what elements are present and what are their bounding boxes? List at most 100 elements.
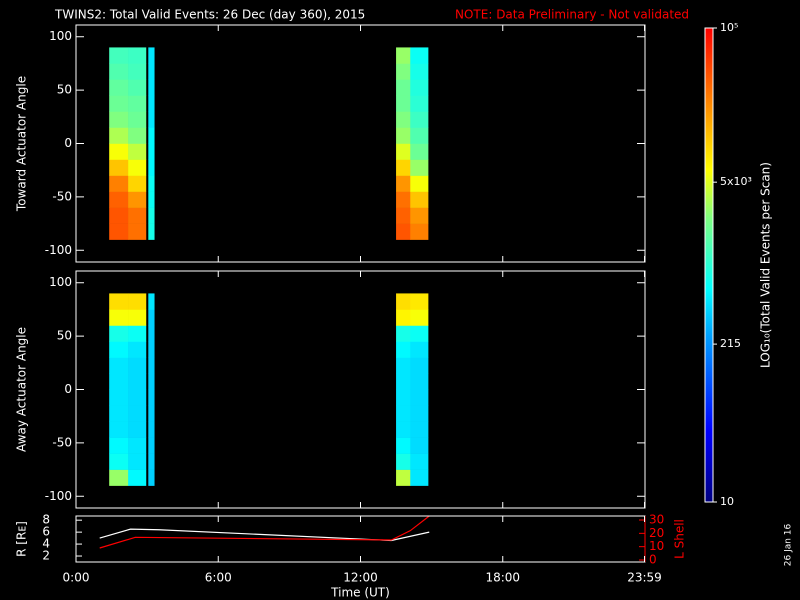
heatmap-cell — [410, 47, 429, 64]
heatmap-cell — [410, 63, 429, 80]
colorbar-tick-label: 5x10³ — [720, 175, 752, 188]
heatmap-cell — [109, 47, 129, 64]
heatmap-cell — [128, 373, 147, 390]
heatmap-cell — [410, 143, 429, 160]
y2-tick-label: 30 — [649, 513, 664, 527]
heatmap-cell — [128, 47, 147, 64]
heatmap-cell — [128, 293, 147, 310]
heatmap-cell — [128, 143, 147, 160]
heatmap-cell — [410, 293, 429, 310]
x-axis-label: Time (UT) — [330, 586, 390, 600]
heatmap-cell — [128, 357, 147, 374]
heatmap-cell — [109, 421, 129, 438]
data-line — [99, 516, 430, 549]
panel-frame — [75, 24, 646, 263]
y-axis-label: Toward Actuator Angle — [15, 76, 29, 212]
heatmap-cell — [410, 191, 429, 208]
heatmap-cell — [109, 405, 129, 422]
x-tick-label: 6:00 — [205, 571, 232, 585]
heatmap-cell — [396, 325, 411, 342]
y-tick-label: -100 — [45, 243, 72, 257]
y-tick-label: 6 — [42, 525, 50, 539]
y-tick-label: 100 — [49, 275, 72, 289]
heatmap-cell — [410, 127, 429, 144]
heatmap-cell — [128, 127, 147, 144]
heatmap-cell — [148, 207, 155, 224]
heatmap-cell — [148, 453, 155, 470]
heatmap-cell — [109, 111, 129, 128]
heatmap-cell — [128, 469, 147, 486]
heatmap-cell — [128, 159, 147, 176]
heatmap-cell — [410, 159, 429, 176]
heatmap-cell — [410, 357, 429, 374]
heatmap-cell — [128, 453, 147, 470]
y-axis-label: Away Actuator Angle — [15, 327, 29, 452]
data-line — [99, 528, 430, 542]
y-tick-label: 50 — [57, 329, 72, 343]
y2-tick-label: 10 — [649, 539, 664, 553]
heatmap-cell — [396, 389, 411, 406]
panel-frame — [75, 270, 646, 509]
heatmap-cell — [396, 309, 411, 326]
heatmap-cell — [128, 63, 147, 80]
y-tick-label: 100 — [49, 29, 72, 43]
colorbar-tick-label: 10⁵ — [720, 21, 738, 34]
heatmap-cell — [109, 143, 129, 160]
y2-axis-label: L Shell — [673, 519, 687, 559]
heatmap-cell — [410, 341, 429, 358]
heatmap-cell — [148, 325, 155, 342]
heatmap-cell — [396, 293, 411, 310]
heatmap-cell — [148, 293, 155, 310]
heatmap-cell — [128, 309, 147, 326]
heatmap-cell — [396, 437, 411, 454]
heatmap-cell — [148, 437, 155, 454]
heatmap-cell — [148, 223, 155, 240]
heatmap-cell — [148, 143, 155, 160]
title: TWINS2: Total Valid Events: 26 Dec (day … — [54, 8, 365, 22]
heatmap-cell — [410, 111, 429, 128]
heatmap-cell — [148, 159, 155, 176]
heatmap-cell — [396, 223, 411, 240]
heatmap-cell — [128, 111, 147, 128]
heatmap-cell — [396, 191, 411, 208]
heatmap-cell — [109, 453, 129, 470]
colorbar-label: LOG₁₀(Total Valid Events per Scan) — [759, 162, 773, 368]
heatmap-cell — [109, 79, 129, 96]
heatmap-cell — [109, 293, 129, 310]
heatmap-cell — [148, 421, 155, 438]
y-tick-label: 8 — [42, 513, 50, 527]
y2-tick-label: 0 — [649, 553, 657, 567]
heatmap-cell — [109, 469, 129, 486]
y-tick-label: 0 — [64, 382, 72, 396]
x-tick-label: 12:00 — [343, 571, 378, 585]
heatmap-cell — [396, 453, 411, 470]
date-stamp: 26 Jan 16 — [784, 523, 794, 566]
heatmap-cell — [396, 357, 411, 374]
heatmap-cell — [148, 389, 155, 406]
note: NOTE: Data Preliminary - Not validated — [455, 8, 689, 22]
heatmap-cell — [109, 223, 129, 240]
heatmap-cell — [148, 111, 155, 128]
heatmap-cell — [109, 159, 129, 176]
heatmap-cell — [396, 111, 411, 128]
heatmap-cell — [396, 63, 411, 80]
heatmap-cell — [410, 437, 429, 454]
heatmap-cell — [109, 207, 129, 224]
heatmap-cell — [396, 95, 411, 112]
heatmap-cell — [128, 325, 147, 342]
heatmap-cell — [148, 191, 155, 208]
heatmap-cell — [148, 357, 155, 374]
heatmap-cell — [128, 95, 147, 112]
heatmap-cell — [109, 63, 129, 80]
heatmap-cell — [128, 437, 147, 454]
heatmap-cell — [410, 325, 429, 342]
heatmap-cell — [396, 47, 411, 64]
heatmap-cell — [109, 309, 129, 326]
heatmap-cell — [128, 223, 147, 240]
y-tick-label: 0 — [64, 136, 72, 150]
heatmap-cell — [396, 175, 411, 192]
heatmap-cell — [128, 175, 147, 192]
heatmap-cell — [410, 223, 429, 240]
heatmap-cell — [128, 389, 147, 406]
